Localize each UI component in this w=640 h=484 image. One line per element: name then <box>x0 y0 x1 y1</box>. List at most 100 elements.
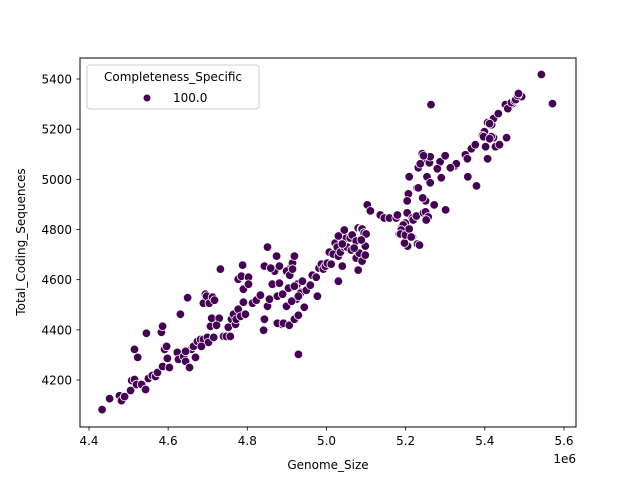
data-point <box>243 279 254 289</box>
data-point <box>337 239 348 249</box>
data-point <box>175 309 186 320</box>
data-point <box>238 297 249 307</box>
data-point <box>462 154 473 164</box>
data-point <box>274 261 285 271</box>
data-point <box>266 263 276 273</box>
data-point <box>152 367 163 378</box>
data-point <box>404 224 414 234</box>
data-point <box>271 251 282 261</box>
data-point <box>333 231 344 241</box>
data-point <box>536 69 547 80</box>
data-point <box>404 172 414 182</box>
data-point <box>360 250 371 260</box>
data-point <box>190 352 201 363</box>
data-point <box>414 240 425 250</box>
data-point <box>326 259 336 269</box>
data-point <box>184 362 195 373</box>
x-axis-label: Genome_Size <box>287 458 368 472</box>
data-point <box>215 264 226 274</box>
data-point <box>425 178 435 188</box>
data-point <box>182 293 193 303</box>
data-point <box>258 325 269 336</box>
x-tick-label: 5.4 <box>475 434 494 448</box>
data-point <box>399 238 410 248</box>
y-tick-label: 4600 <box>41 273 72 287</box>
data-point <box>418 193 428 203</box>
data-point <box>132 352 143 363</box>
data-point <box>209 295 220 305</box>
data-point <box>262 242 273 252</box>
y-axis-ticks: 4200 4400 4600 4800 5000 5200 5400 <box>41 73 80 388</box>
legend: Completeness_Specific 100.0 <box>86 64 260 110</box>
x-tick-label: 4.8 <box>238 434 257 448</box>
data-point <box>365 206 376 216</box>
data-point <box>402 196 412 206</box>
data-point <box>494 139 505 150</box>
data-point <box>429 200 439 210</box>
x-axis-ticks: 4.4 4.6 4.8 5.0 5.2 5.4 5.6 <box>79 427 574 448</box>
data-point <box>337 261 348 271</box>
data-point <box>289 251 300 261</box>
data-point <box>470 139 481 150</box>
data-point <box>208 332 219 343</box>
data-point <box>293 291 304 301</box>
data-point <box>432 164 443 174</box>
data-point <box>436 173 447 183</box>
data-point <box>445 163 456 173</box>
data-point <box>493 108 504 119</box>
data-point <box>413 183 424 193</box>
data-point <box>297 276 308 286</box>
data-point <box>353 265 363 275</box>
data-points <box>97 69 558 415</box>
x-tick-label: 4.6 <box>159 434 178 448</box>
x-tick-label: 4.4 <box>79 434 98 448</box>
data-point <box>237 260 248 270</box>
y-tick-label: 5200 <box>41 123 72 137</box>
data-point <box>482 154 493 164</box>
x-tick-label: 5.6 <box>554 434 573 448</box>
data-point <box>484 133 495 144</box>
x-tick-label: 5.0 <box>317 434 336 448</box>
data-point <box>225 331 236 342</box>
data-point <box>356 235 367 245</box>
data-point <box>180 346 191 357</box>
data-point <box>392 210 403 220</box>
data-point <box>255 290 266 300</box>
data-point <box>240 309 251 320</box>
data-point <box>305 280 316 290</box>
data-point <box>484 118 495 129</box>
y-tick-label: 4800 <box>41 223 72 237</box>
data-point <box>299 302 310 313</box>
data-point <box>287 264 298 274</box>
data-point <box>339 225 350 235</box>
data-point <box>426 99 436 110</box>
data-point <box>141 328 152 339</box>
y-tick-label: 5000 <box>41 173 72 187</box>
data-point <box>277 289 288 299</box>
data-point <box>293 310 304 321</box>
data-point <box>471 181 482 191</box>
data-point <box>97 404 107 415</box>
data-point <box>157 321 168 332</box>
data-point <box>415 159 426 169</box>
data-point <box>287 296 297 306</box>
data-point <box>513 88 524 99</box>
data-point <box>211 320 222 331</box>
legend-entry-label: 100.0 <box>173 91 207 105</box>
data-point <box>440 151 450 161</box>
data-point <box>289 281 300 291</box>
data-point <box>480 141 491 152</box>
data-point <box>418 151 429 161</box>
y-tick-label: 5400 <box>41 73 72 87</box>
x-axis-offset-label: 1e6 <box>553 452 576 466</box>
data-point <box>421 215 431 225</box>
data-point <box>547 98 558 109</box>
data-point <box>333 276 344 286</box>
y-tick-label: 4400 <box>41 323 72 337</box>
data-point <box>196 341 207 352</box>
y-axis-label: Total_Coding_Sequences <box>14 168 28 316</box>
data-point <box>463 172 473 182</box>
plot-frame <box>79 57 577 428</box>
